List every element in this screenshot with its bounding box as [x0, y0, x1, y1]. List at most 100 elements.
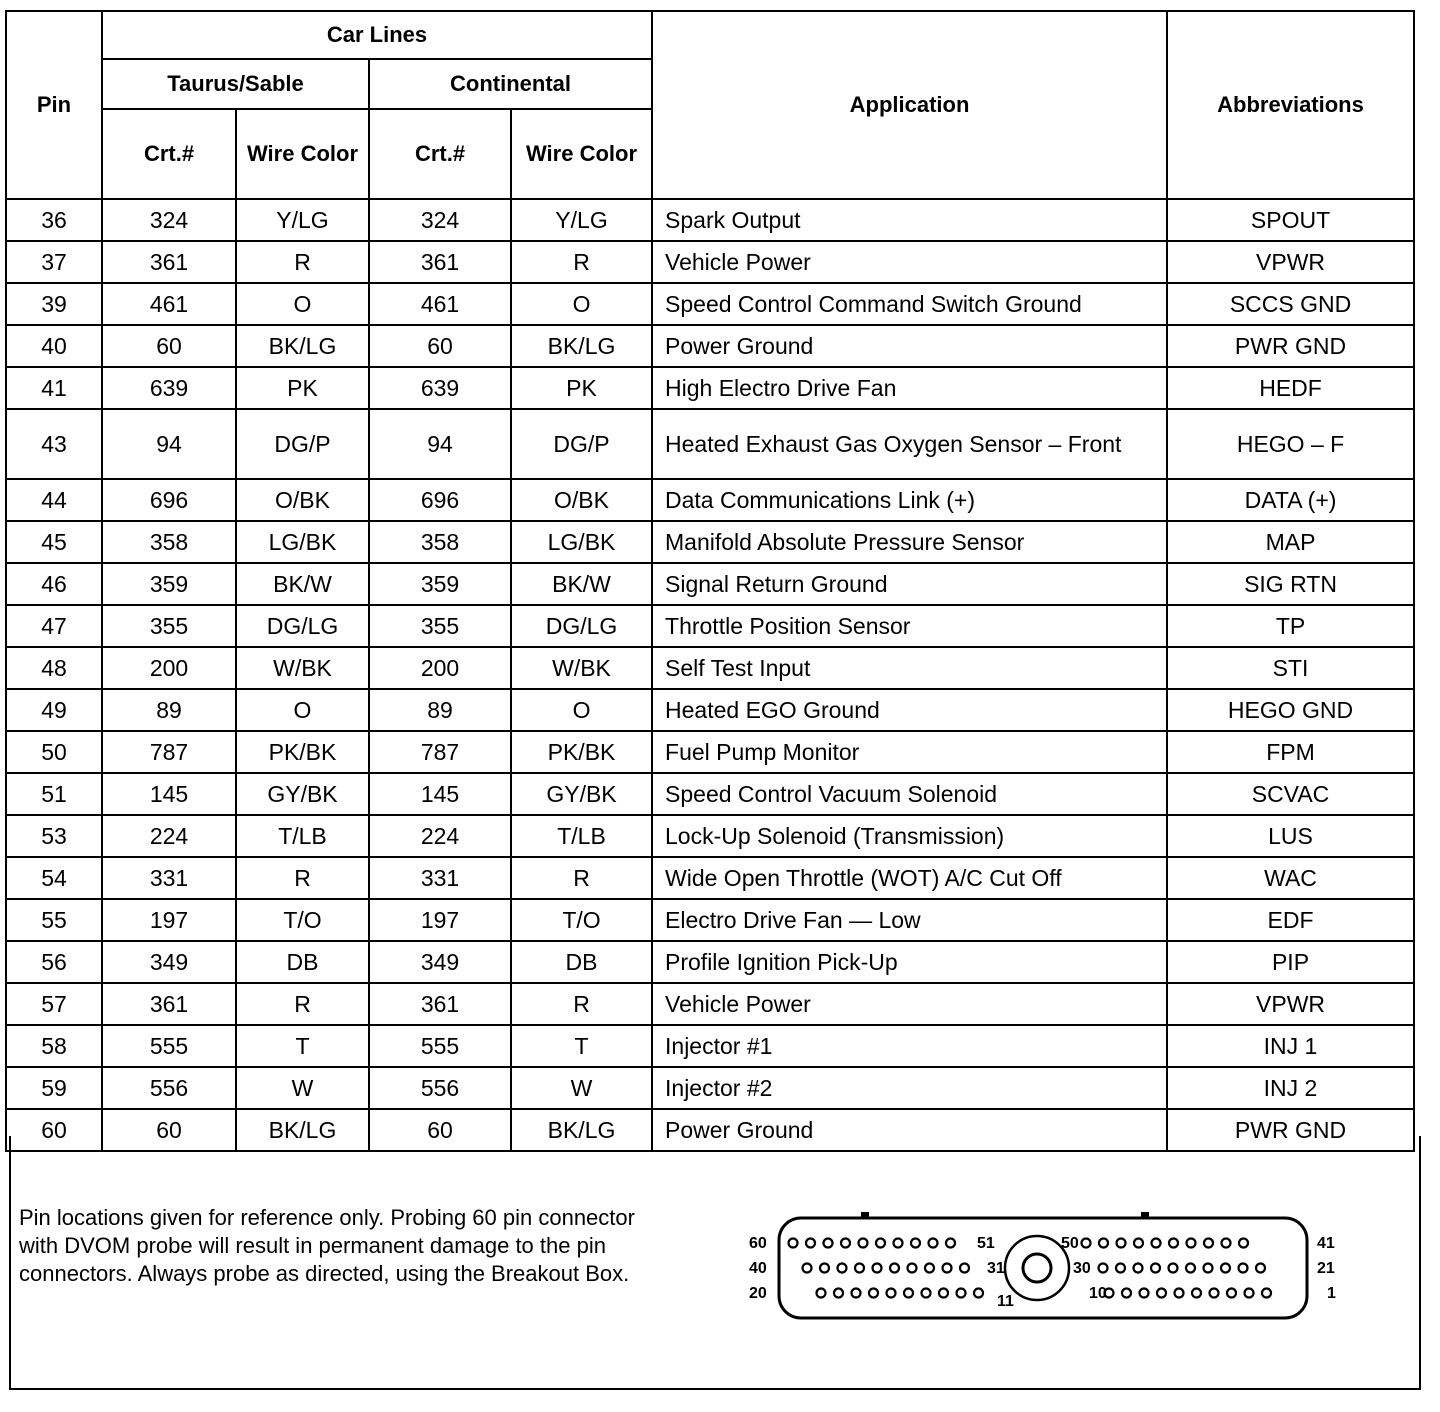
table-row: 36 324 Y/LG 324 Y/LG Spark Output SPOUT — [5, 198, 1416, 242]
table-row: 40 60 BK/LG 60 BK/LG Power Ground PWR GND — [5, 324, 1416, 368]
abbreviation-cell: PIP — [1166, 940, 1416, 984]
pin-hole — [822, 1237, 834, 1249]
pin-hole — [1149, 1262, 1162, 1274]
pin-hole — [804, 1237, 817, 1249]
pin-hole — [853, 1262, 866, 1274]
pin-cell: 49 — [5, 688, 103, 732]
table-row: 49 89 O 89 O Heated EGO Ground HEGO GND — [5, 688, 1416, 732]
application-cell: Vehicle Power — [651, 240, 1169, 284]
continental-circuit-cell: 60 — [368, 324, 512, 368]
taurus-circuit-cell: 787 — [101, 730, 237, 774]
pin-cell: 56 — [5, 940, 103, 984]
taurus-wire-color-cell: LG/BK — [235, 520, 370, 564]
continental-circuit-cell: 639 — [368, 366, 512, 410]
pin-hole — [888, 1262, 901, 1274]
pin-hole — [857, 1237, 869, 1249]
application-cell: Power Ground — [651, 324, 1169, 368]
pin-cell: 40 — [5, 324, 103, 368]
pin-hole — [874, 1237, 887, 1249]
pin-hole — [1167, 1262, 1179, 1274]
pin-hole — [1237, 1237, 1250, 1249]
continental-circuit-cell: 331 — [368, 856, 512, 900]
taurus-circuit-cell: 324 — [101, 198, 237, 242]
abbreviation-cell: HEGO – F — [1166, 408, 1416, 480]
continental-circuit-cell: 324 — [368, 198, 512, 242]
label-51: 51 — [977, 1235, 995, 1252]
table-row: 53 224 T/LB 224 T/LB Lock-Up Solenoid (Transm… — [5, 814, 1416, 858]
taurus-wire-color-cell: PK — [235, 366, 370, 410]
continental-circuit-cell: 358 — [368, 520, 512, 564]
continental-wire-color-cell: T — [509, 1024, 654, 1068]
application-cell: Vehicle Power — [651, 982, 1169, 1026]
pin-hole — [1260, 1287, 1273, 1299]
taurus-circuit-cell: 358 — [101, 520, 237, 564]
connector-diagram: 60 40 20 51 31 11 50 30 10 41 21 1 — [749, 1212, 1336, 1320]
continental-circuit-cell: 355 — [368, 604, 512, 648]
pin-cell: 43 — [5, 408, 103, 480]
abbreviation-cell: STI — [1166, 646, 1416, 690]
taurus-wire-color-cell: DG/LG — [235, 604, 370, 648]
taurus-wire-color-cell: DG/P — [235, 408, 370, 480]
taurus-wire-color-cell: T/LB — [235, 814, 370, 858]
header-car-lines: Car Lines — [100, 10, 654, 60]
continental-circuit-cell: 361 — [368, 982, 512, 1026]
continental-wire-color-cell: W — [509, 1066, 654, 1110]
continental-wire-color-cell: DB — [509, 940, 654, 984]
application-cell: Wide Open Throttle (WOT) A/C Cut Off — [651, 856, 1169, 900]
pin-holes — [787, 1237, 1273, 1299]
pin-hole — [1237, 1262, 1249, 1274]
taurus-circuit-cell: 359 — [101, 562, 237, 606]
pin-cell: 54 — [5, 856, 103, 900]
application-cell: Manifold Absolute Pressure Sensor — [651, 520, 1169, 564]
application-cell: Fuel Pump Monitor — [651, 730, 1169, 774]
application-cell: Injector #2 — [651, 1066, 1169, 1110]
table-row: 43 94 DG/P 94 DG/P Heated Exhaust Gas Oxygen … — [5, 408, 1416, 480]
pin-hole — [1173, 1287, 1185, 1299]
table-row: 47 355 DG/LG 355 DG/LG Throttle Position Sens… — [5, 604, 1416, 648]
pin-hole — [1254, 1262, 1267, 1274]
taurus-wire-color-cell: DB — [235, 940, 370, 984]
application-cell: Throttle Position Sensor — [651, 604, 1169, 648]
pin-hole — [1220, 1237, 1232, 1249]
application-cell: Heated EGO Ground — [651, 688, 1169, 732]
continental-circuit-cell: 89 — [368, 688, 512, 732]
label-50: 50 — [1061, 1235, 1079, 1252]
taurus-circuit-cell: 349 — [101, 940, 237, 984]
continental-circuit-cell: 60 — [368, 1108, 512, 1152]
continental-circuit-cell: 349 — [368, 940, 512, 984]
pin-cell: 59 — [5, 1066, 103, 1110]
pin-hole — [1190, 1287, 1203, 1299]
application-cell: Signal Return Ground — [651, 562, 1169, 606]
taurus-wire-color-cell: BK/LG — [235, 1108, 370, 1152]
pin-hole — [1167, 1237, 1180, 1249]
continental-wire-color-cell: R — [509, 240, 654, 284]
pin-cell: 60 — [5, 1108, 103, 1152]
continental-wire-color-cell: O — [509, 688, 654, 732]
application-cell: Electro Drive Fan — Low — [651, 898, 1169, 942]
table-row: 51 145 GY/BK 145 GY/BK Speed Control Vacuum S… — [5, 772, 1416, 816]
taurus-wire-color-cell: BK/W — [235, 562, 370, 606]
table-row: 41 639 PK 639 PK High Electro Drive Fan HEDF — [5, 366, 1416, 410]
pin-hole — [1225, 1287, 1238, 1299]
header-application: Application — [651, 10, 1169, 200]
pin-hole — [885, 1287, 897, 1299]
pin-cell: 36 — [5, 198, 103, 242]
pin-hole — [1115, 1237, 1127, 1249]
abbreviation-cell: EDF — [1166, 898, 1416, 942]
abbreviation-cell: FPM — [1166, 730, 1416, 774]
label-11: 11 — [997, 1293, 1014, 1310]
abbreviation-cell: TP — [1166, 604, 1416, 648]
pin-cell: 50 — [5, 730, 103, 774]
pin-cell: 58 — [5, 1024, 103, 1068]
taurus-wire-color-cell: Y/LG — [235, 198, 370, 242]
taurus-wire-color-cell: R — [235, 856, 370, 900]
taurus-wire-color-cell: W — [235, 1066, 370, 1110]
continental-circuit-cell: 555 — [368, 1024, 512, 1068]
table-row: 50 787 PK/BK 787 PK/BK Fuel Pump Monitor FPM — [5, 730, 1416, 774]
header-wire-color: Wire Color — [235, 108, 370, 200]
taurus-circuit-cell: 361 — [101, 240, 237, 284]
abbreviation-cell: SCCS GND — [1166, 282, 1416, 326]
pin-hole — [1138, 1287, 1150, 1299]
continental-circuit-cell: 556 — [368, 1066, 512, 1110]
table-row: 55 197 T/O 197 T/O Electro Drive Fan — Low EDF — [5, 898, 1416, 942]
